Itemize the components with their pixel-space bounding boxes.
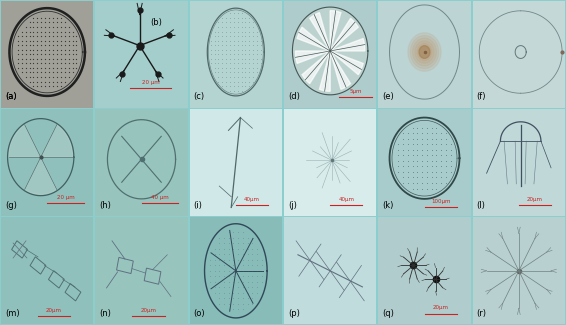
Bar — [144, 268, 161, 284]
Text: (a): (a) — [5, 92, 16, 101]
Polygon shape — [25, 157, 57, 195]
Polygon shape — [302, 51, 330, 84]
Polygon shape — [295, 51, 330, 63]
Bar — [117, 257, 133, 274]
Text: 40μm: 40μm — [244, 197, 260, 202]
Text: 20μm: 20μm — [140, 307, 156, 313]
Polygon shape — [8, 125, 41, 157]
Text: 20 μm: 20 μm — [57, 195, 75, 200]
Text: 20 μm: 20 μm — [142, 80, 160, 85]
Text: (b): (b) — [151, 19, 162, 27]
Text: (j): (j) — [288, 201, 297, 210]
Polygon shape — [330, 18, 358, 51]
Circle shape — [413, 38, 436, 66]
Circle shape — [410, 35, 439, 69]
Text: 20μm: 20μm — [527, 197, 543, 202]
Text: (r): (r) — [477, 309, 487, 318]
Text: (a): (a) — [5, 92, 16, 101]
Circle shape — [417, 44, 432, 60]
Text: (d): (d) — [288, 92, 299, 101]
Text: (n): (n) — [99, 309, 111, 318]
Text: (k): (k) — [382, 201, 393, 210]
Circle shape — [294, 8, 367, 94]
Text: (m): (m) — [5, 309, 19, 318]
Bar — [49, 271, 65, 288]
Text: (l): (l) — [477, 201, 486, 210]
Text: 20μm: 20μm — [46, 307, 62, 313]
Polygon shape — [330, 11, 341, 51]
Text: (p): (p) — [288, 309, 299, 318]
Text: 5μm: 5μm — [349, 89, 362, 94]
Text: 40 μm: 40 μm — [151, 195, 169, 200]
Polygon shape — [330, 51, 363, 75]
Text: 40μm: 40μm — [338, 197, 354, 202]
Circle shape — [408, 33, 441, 71]
Text: (e): (e) — [382, 92, 394, 101]
Text: (f): (f) — [477, 92, 486, 101]
Polygon shape — [310, 13, 330, 51]
Bar — [12, 241, 28, 258]
Text: (c): (c) — [194, 92, 204, 101]
Polygon shape — [297, 27, 330, 51]
Circle shape — [419, 46, 430, 58]
Polygon shape — [41, 125, 73, 157]
Text: (h): (h) — [99, 201, 111, 210]
Text: (q): (q) — [382, 309, 394, 318]
Text: (i): (i) — [194, 201, 203, 210]
Polygon shape — [330, 51, 350, 89]
Text: 100μm: 100μm — [431, 199, 451, 204]
Text: (o): (o) — [194, 309, 205, 318]
Polygon shape — [330, 38, 365, 51]
Bar — [30, 257, 46, 274]
Text: (g): (g) — [5, 201, 16, 210]
Bar — [65, 283, 81, 301]
Polygon shape — [319, 51, 330, 91]
Text: 20μm: 20μm — [432, 306, 449, 310]
Circle shape — [415, 41, 434, 63]
